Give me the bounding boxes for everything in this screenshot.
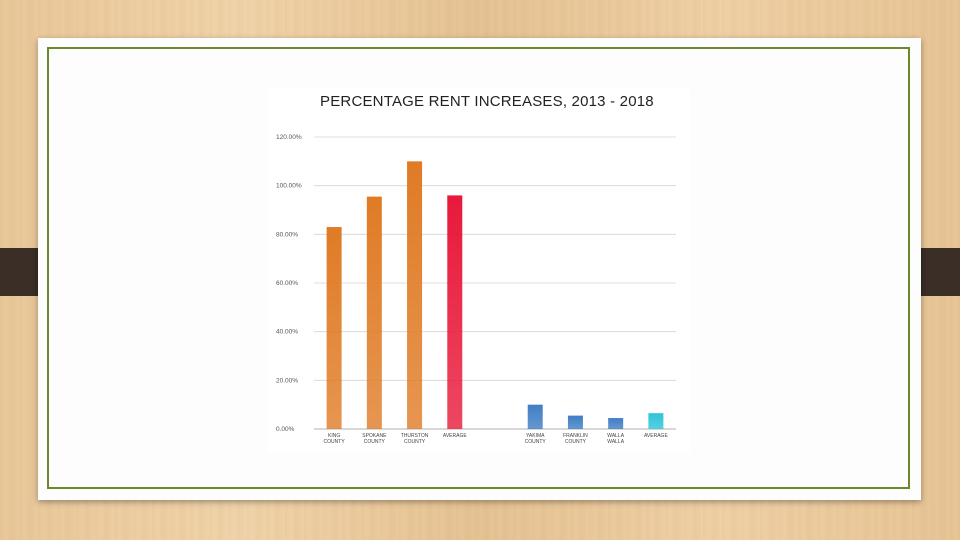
y-tick-label: 60.00%	[276, 280, 298, 287]
x-tick-label: COUNTY	[324, 439, 346, 445]
bar	[407, 161, 423, 429]
x-tick-label: AVERAGE	[644, 433, 668, 439]
x-tick-label: WALLA	[607, 433, 624, 439]
y-tick-label: 40.00%	[276, 329, 298, 336]
x-tick-label: COUNTY	[565, 439, 587, 445]
x-tick-label: WALLA	[607, 439, 624, 445]
y-tick-label: 0.00%	[276, 426, 295, 433]
bar	[326, 227, 342, 429]
bar	[366, 196, 382, 429]
bar	[527, 404, 543, 429]
x-tick-label: COUNTY	[364, 439, 386, 445]
y-tick-label: 20.00%	[276, 377, 298, 384]
y-tick-label: 100.00%	[276, 183, 302, 190]
y-tick-label: 120.00%	[276, 134, 302, 141]
x-tick-label: COUNTY	[525, 439, 547, 445]
x-tick-label: YAKIMA	[526, 433, 545, 439]
x-tick-label: KING	[328, 433, 340, 439]
x-tick-label: THURSTON	[401, 433, 429, 439]
chart-title: PERCENTAGE RENT INCREASES, 2013 - 2018	[320, 93, 654, 110]
bar	[567, 415, 583, 429]
slide-border	[47, 47, 910, 489]
bar-chart: 0.00% 20.00% 40.00% 60.00% 80.00% 100.00% 120.…	[276, 134, 676, 445]
bar	[447, 195, 463, 429]
x-tick-label: AVERAGE	[443, 433, 467, 439]
bar	[648, 413, 664, 429]
slide-card: PERCENTAGE RENT INCREASES, 2013 - 2018 0…	[38, 38, 921, 500]
chart-panel: PERCENTAGE RENT INCREASES, 2013 - 2018 0…	[268, 89, 690, 453]
bar	[608, 418, 624, 429]
y-tick-label: 80.00%	[276, 231, 298, 238]
x-tick-label: SPOKANE	[362, 433, 387, 439]
x-tick-label: FRANKLIN	[563, 433, 588, 439]
x-tick-label: COUNTY	[404, 439, 426, 445]
